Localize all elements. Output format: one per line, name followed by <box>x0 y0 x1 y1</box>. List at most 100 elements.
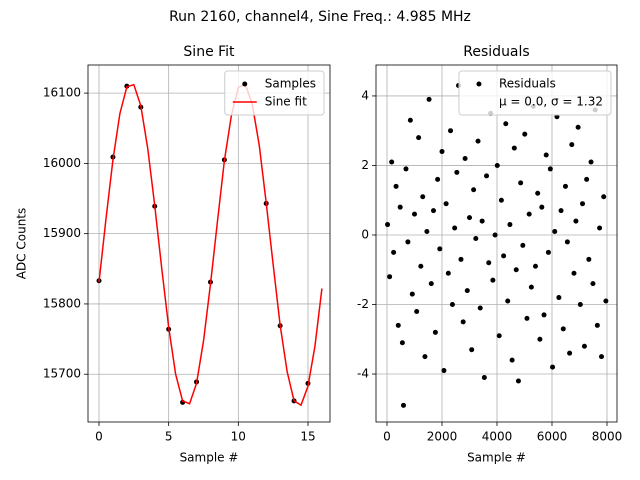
legend: Residuals μ = 0.0, σ = 1.32 <box>458 70 612 116</box>
legend: Samples Sine fit <box>224 70 325 116</box>
point <box>494 162 500 168</box>
y-tick-label: 2 <box>361 158 369 172</box>
point <box>535 190 541 196</box>
point <box>520 242 526 248</box>
point <box>501 253 507 259</box>
point <box>590 281 596 287</box>
point <box>432 329 438 335</box>
point <box>509 357 515 363</box>
point <box>503 121 509 127</box>
legend-box <box>224 70 325 116</box>
x-tick-label: 6000 <box>537 430 568 444</box>
point <box>466 215 472 221</box>
point <box>594 322 600 328</box>
point <box>564 239 570 245</box>
point <box>507 222 513 228</box>
point <box>558 208 564 214</box>
point <box>407 117 413 123</box>
point <box>511 145 517 151</box>
point <box>598 354 604 360</box>
point <box>416 135 422 141</box>
point <box>569 142 575 148</box>
point <box>462 156 468 162</box>
axes: 0 5 10 15 15700 15800 15900 16000 16100 Sine Fit S… <box>15 44 331 465</box>
point <box>526 211 532 217</box>
x-tick-label: 4000 <box>482 430 513 444</box>
y-tick-label: 15800 <box>43 296 81 310</box>
point <box>441 368 447 374</box>
point <box>567 350 573 356</box>
x-tick-label: 15 <box>300 430 315 444</box>
axes-title: Sine Fit <box>183 44 235 60</box>
point <box>552 229 558 235</box>
point <box>537 336 543 342</box>
point <box>539 204 545 210</box>
point <box>560 326 566 332</box>
axes-frame <box>375 64 618 423</box>
point <box>475 138 481 144</box>
legend-label: Samples <box>265 77 316 91</box>
point <box>418 263 424 269</box>
point <box>580 201 586 207</box>
point <box>426 96 432 102</box>
point <box>409 291 415 297</box>
point <box>458 256 464 262</box>
axes-title: Residuals <box>463 44 529 60</box>
point <box>515 378 521 384</box>
point <box>541 312 547 318</box>
point <box>547 166 553 172</box>
x-tick-label: 2000 <box>427 430 458 444</box>
point <box>518 180 524 186</box>
point <box>454 169 460 175</box>
point <box>403 166 409 172</box>
point <box>422 354 428 360</box>
point <box>490 277 496 283</box>
point <box>430 208 436 214</box>
point <box>385 222 391 228</box>
x-tick-label: 10 <box>231 430 246 444</box>
x-tick-label: 0 <box>95 430 103 444</box>
point <box>387 274 393 280</box>
point <box>395 322 401 328</box>
point <box>435 176 441 182</box>
point <box>505 298 511 304</box>
y-tick-label: 16000 <box>43 156 81 170</box>
point <box>479 218 485 224</box>
point <box>460 319 466 325</box>
legend-marker <box>476 81 482 87</box>
point <box>443 201 449 207</box>
point <box>420 194 426 200</box>
point <box>405 239 411 245</box>
legend-marker <box>242 81 248 87</box>
point <box>586 256 592 262</box>
x-tick-label: 0 <box>383 430 391 444</box>
y-tick-label: -4 <box>357 367 369 381</box>
point <box>414 308 420 314</box>
y-tick-label: 16100 <box>43 86 81 100</box>
plot-area <box>96 82 323 407</box>
point <box>603 298 609 304</box>
point <box>481 375 487 381</box>
point <box>424 229 430 235</box>
point <box>524 315 530 321</box>
point <box>389 159 395 165</box>
point <box>588 159 594 165</box>
x-tick-label: 8000 <box>592 430 623 444</box>
point <box>448 128 454 134</box>
axes: 0 2000 4000 6000 8000 -4 -2 0 2 4 Residuals Sample … <box>357 44 622 465</box>
point <box>411 211 417 217</box>
point <box>473 235 479 241</box>
y-tick-label: 0 <box>361 227 369 241</box>
figure-title: Run 2160, channel4, Sine Freq.: 4.985 MH… <box>169 9 471 25</box>
point <box>562 183 568 189</box>
point <box>399 340 405 346</box>
y-tick-label: 15900 <box>43 226 81 240</box>
legend-label: Residuals <box>499 77 556 91</box>
point <box>513 267 519 273</box>
point <box>528 284 534 290</box>
point <box>439 149 445 155</box>
point <box>532 263 538 269</box>
point <box>556 295 562 301</box>
y-axis-label: ADC Counts <box>15 208 29 280</box>
point <box>449 302 455 308</box>
